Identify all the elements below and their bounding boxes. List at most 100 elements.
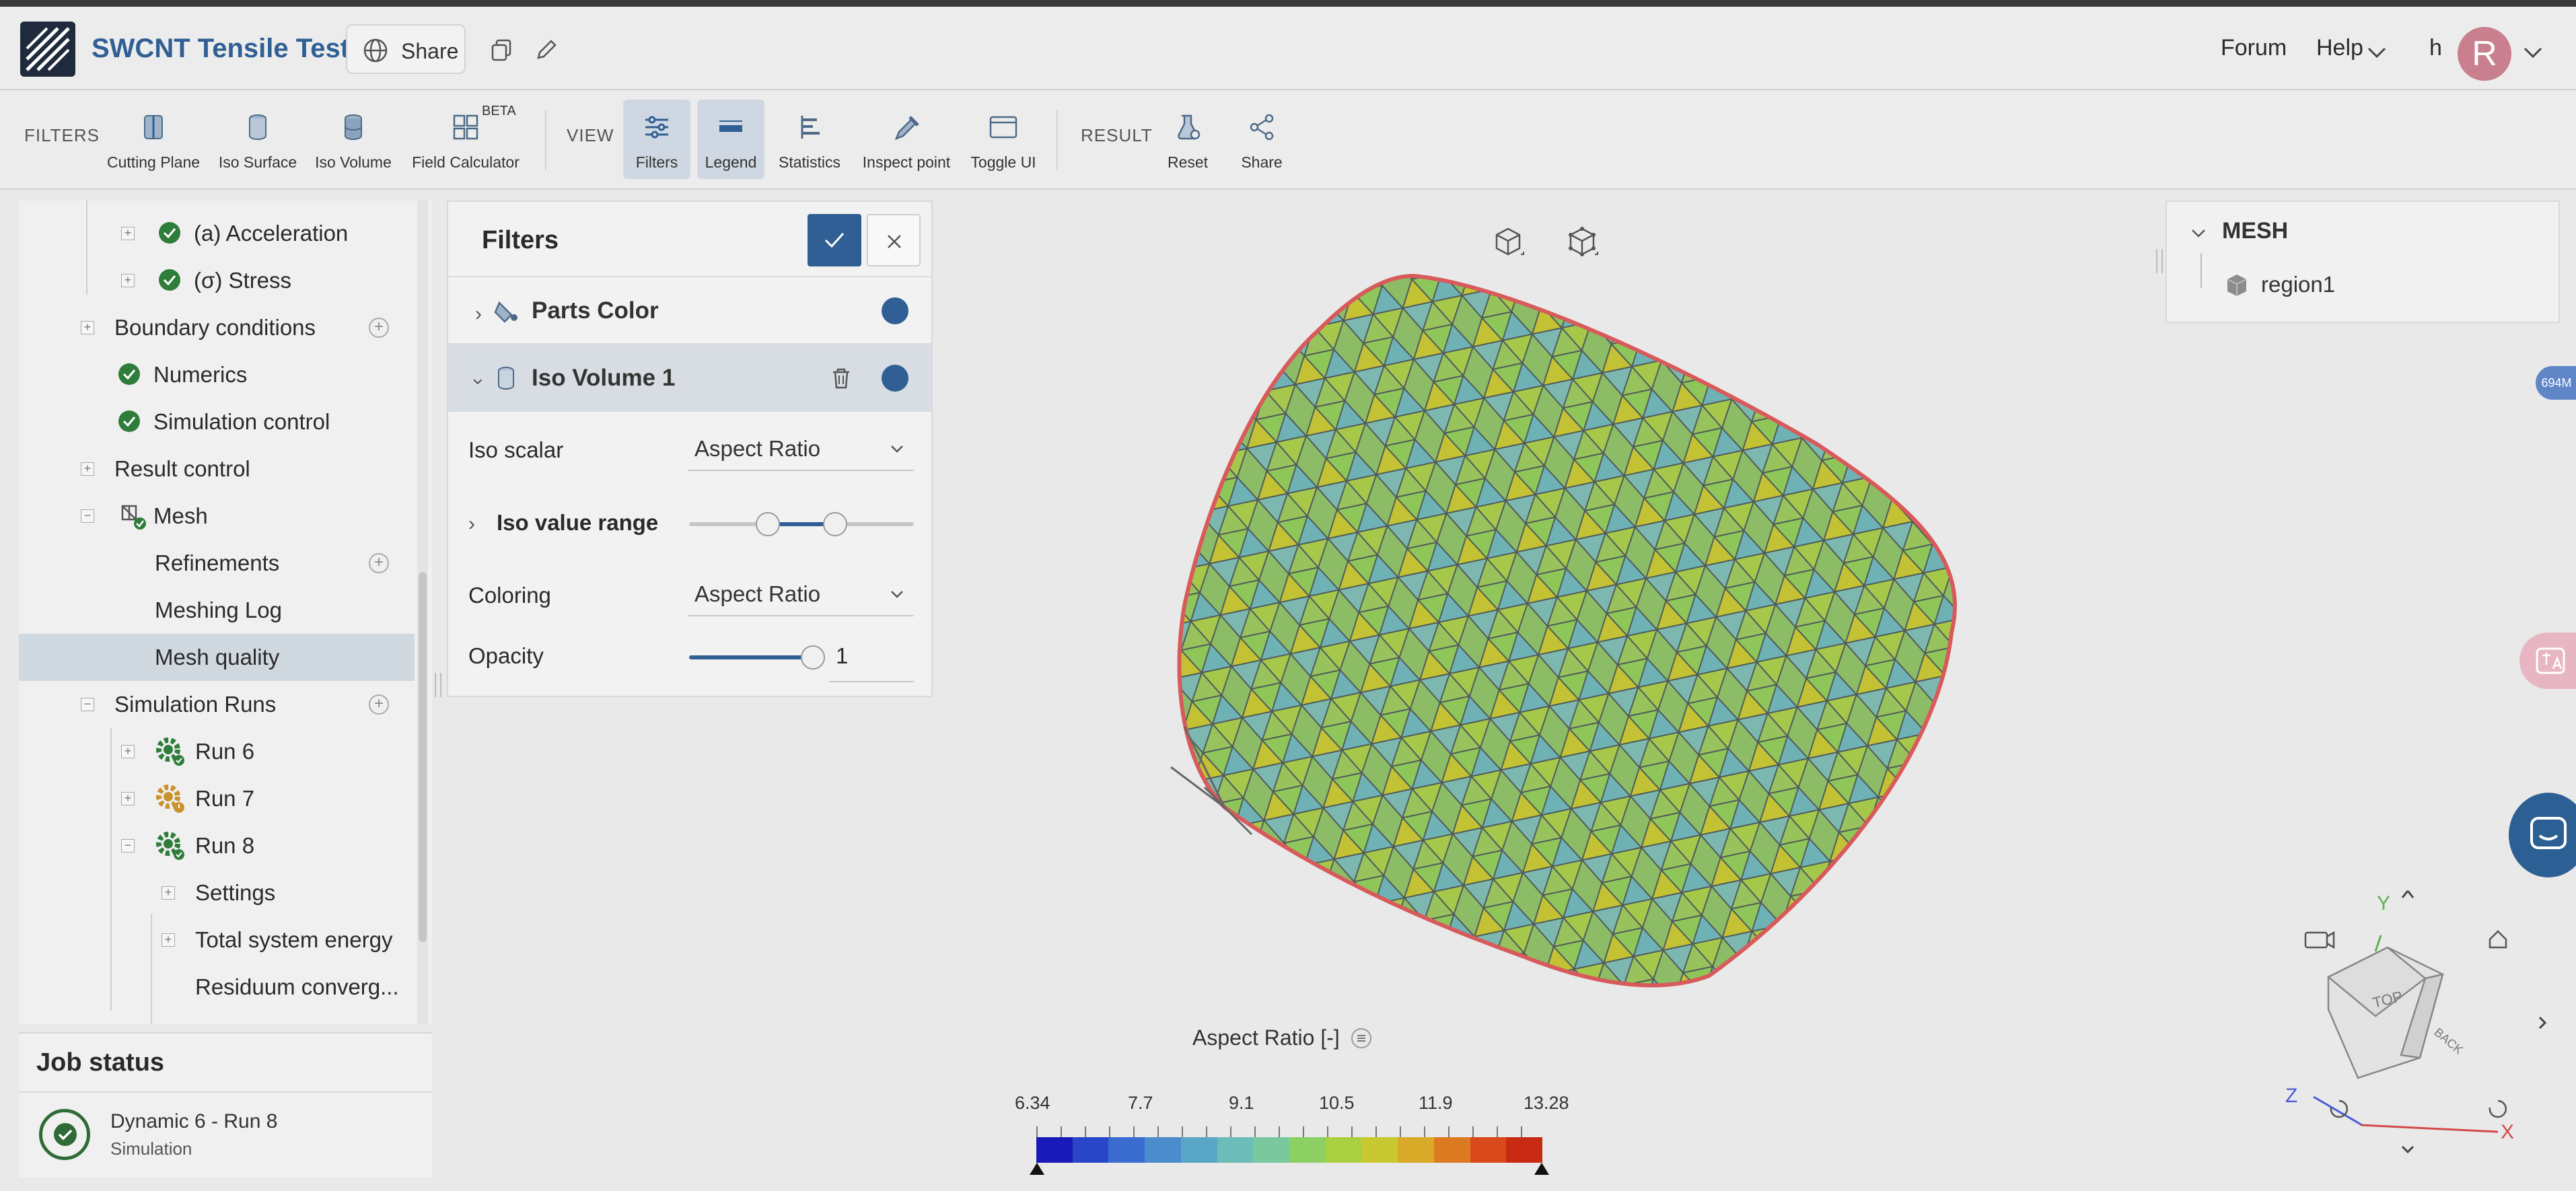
- tree-item-simulation-control[interactable]: Simulation control: [19, 398, 415, 445]
- tree-item-stress[interactable]: + (σ) Stress: [19, 257, 415, 304]
- expand-toggle[interactable]: +: [162, 933, 175, 947]
- tree-item-refinements[interactable]: Refinements +: [19, 540, 415, 587]
- collapse-toggle[interactable]: −: [121, 839, 135, 853]
- chevron-down-icon[interactable]: ›: [468, 378, 490, 385]
- mesh-3d-view[interactable]: [1144, 256, 1992, 1003]
- translate-button[interactable]: [2519, 633, 2576, 689]
- legend-menu-button[interactable]: [1351, 1028, 1371, 1048]
- filter-label: Iso Volume 1: [532, 365, 676, 391]
- app-logo[interactable]: [20, 22, 75, 77]
- help-menu[interactable]: Help: [2316, 35, 2363, 61]
- tree-scrollbar-thumb[interactable]: [419, 572, 427, 942]
- tree-item-simulation-runs[interactable]: − Simulation Runs +: [19, 681, 415, 728]
- iso-scalar-select[interactable]: Aspect Ratio: [688, 431, 914, 471]
- field-calculator-button[interactable]: Field Calculator: [409, 100, 522, 179]
- share-icon: [1250, 114, 1274, 141]
- apply-filters-button[interactable]: [808, 214, 861, 266]
- tree-item-settings[interactable]: + Settings: [19, 869, 415, 916]
- expand-toggle[interactable]: +: [162, 886, 175, 900]
- project-title[interactable]: SWCNT Tensile Test: [92, 34, 350, 63]
- opacity-value[interactable]: 1: [836, 643, 849, 668]
- collapse-toggle[interactable]: −: [81, 698, 94, 711]
- cube-face-back[interactable]: BACK: [2431, 1025, 2465, 1057]
- chat-support-button[interactable]: [2509, 793, 2576, 877]
- tree-item-result-control[interactable]: + Result control: [19, 445, 415, 493]
- tree-item-meshing-log[interactable]: Meshing Log: [19, 587, 415, 634]
- chevron-right-icon[interactable]: ›: [475, 303, 482, 325]
- visibility-toggle[interactable]: [882, 297, 908, 324]
- region-item[interactable]: region1: [2261, 272, 2336, 297]
- mesh-display-cube-icon[interactable]: [1564, 223, 1600, 260]
- rotate-right-icon[interactable]: [2538, 1016, 2547, 1030]
- add-refinement-button[interactable]: +: [369, 553, 389, 573]
- check-circle-icon: [159, 222, 180, 244]
- rotate-up-icon[interactable]: [2401, 890, 2414, 898]
- copy-icon[interactable]: [489, 36, 515, 63]
- tree-item-acceleration[interactable]: + (a) Acceleration: [19, 210, 415, 257]
- expand-toggle[interactable]: +: [121, 745, 135, 758]
- legend-ticks: [1036, 1126, 1542, 1137]
- filter-parts-color[interactable]: › Parts Color: [448, 276, 931, 345]
- forum-link[interactable]: Forum: [2221, 35, 2287, 61]
- expand-toggle[interactable]: +: [121, 274, 135, 287]
- tree-item-numerics[interactable]: Numerics: [19, 351, 415, 398]
- collapse-toggle[interactable]: −: [81, 509, 94, 523]
- panel-resize-handle[interactable]: [2156, 249, 2163, 273]
- job-name[interactable]: Dynamic 6 - Run 8: [110, 1110, 278, 1132]
- coloring-select[interactable]: Aspect Ratio: [688, 576, 914, 616]
- tree-item-run-6[interactable]: + Run 6: [19, 728, 415, 775]
- tree-item-boundary-conditions[interactable]: + Boundary conditions +: [19, 304, 415, 351]
- iso-range-min-handle[interactable]: [755, 512, 780, 536]
- tree-item-mesh-quality[interactable]: Mesh quality: [19, 634, 415, 681]
- reset-button[interactable]: Reset: [1157, 100, 1218, 179]
- add-simulation-run-button[interactable]: +: [369, 694, 389, 715]
- edit-pencil-icon[interactable]: [533, 36, 560, 63]
- tree-item-mesh[interactable]: − Mesh: [19, 493, 415, 540]
- share-project-button[interactable]: Share: [346, 24, 466, 74]
- inspect-point-button[interactable]: Inspect point: [856, 100, 957, 179]
- tree-item-run-7[interactable]: + Run 7: [19, 775, 415, 822]
- tree-item-residuum-convergence[interactable]: Residuum converg...: [19, 964, 415, 1011]
- expand-toggle[interactable]: +: [81, 462, 94, 476]
- visibility-toggle[interactable]: [882, 365, 908, 392]
- tree-item-run-8[interactable]: − Run 8: [19, 822, 415, 869]
- share-result-button[interactable]: Share: [1231, 100, 1292, 179]
- memory-usage-badge[interactable]: 694M: [2536, 366, 2576, 400]
- close-filters-button[interactable]: [867, 214, 921, 266]
- user-menu-chevron-icon[interactable]: [2519, 40, 2546, 67]
- cutting-plane-button[interactable]: Cutting Plane: [105, 100, 202, 179]
- tree-item-label: Run 8: [195, 833, 255, 858]
- navigation-cube[interactable]: Y Y Z X TOP BACK: [2261, 875, 2557, 1171]
- check-circle-icon: [118, 410, 140, 432]
- expand-toggle[interactable]: +: [121, 792, 135, 805]
- paint-bucket-icon: [494, 301, 517, 323]
- add-boundary-condition-button[interactable]: +: [369, 318, 389, 338]
- iso-range-max-handle[interactable]: [823, 512, 848, 536]
- avatar[interactable]: R: [2458, 27, 2511, 81]
- statistics-button[interactable]: Statistics: [773, 100, 847, 179]
- iso-volume-button[interactable]: Iso Volume: [310, 100, 397, 179]
- filters-view-button[interactable]: Filters: [623, 100, 690, 179]
- chevron-down-icon[interactable]: [2363, 40, 2390, 67]
- expand-toggle[interactable]: +: [121, 227, 135, 240]
- rotate-down-icon[interactable]: [2401, 1145, 2414, 1154]
- perspective-cube-icon[interactable]: [1490, 223, 1526, 260]
- camera-icon[interactable]: [2304, 931, 2328, 949]
- statistics-icon: [801, 116, 820, 139]
- rotate-ccw-icon[interactable]: [2330, 1099, 2349, 1118]
- rotate-cw-icon[interactable]: [2489, 1099, 2507, 1118]
- iso-surface-button[interactable]: Iso Surface: [214, 100, 301, 179]
- opacity-handle[interactable]: [801, 645, 825, 670]
- panel-resize-handle[interactable]: [435, 673, 441, 697]
- toggle-ui-button[interactable]: Toggle UI: [966, 100, 1040, 179]
- home-icon[interactable]: [2489, 930, 2507, 949]
- chevron-down-icon[interactable]: [2187, 222, 2210, 245]
- expand-iso-value-range[interactable]: ›: [468, 510, 475, 536]
- legend-min-handle[interactable]: [1028, 1161, 1046, 1176]
- filter-iso-volume[interactable]: › Iso Volume 1: [448, 343, 931, 412]
- tree-item-total-system-energy[interactable]: + Total system energy: [19, 916, 415, 964]
- trash-icon[interactable]: [829, 366, 853, 390]
- legend-max-handle[interactable]: [1533, 1161, 1550, 1176]
- legend-button[interactable]: Legend: [697, 100, 764, 179]
- expand-toggle[interactable]: +: [81, 321, 94, 334]
